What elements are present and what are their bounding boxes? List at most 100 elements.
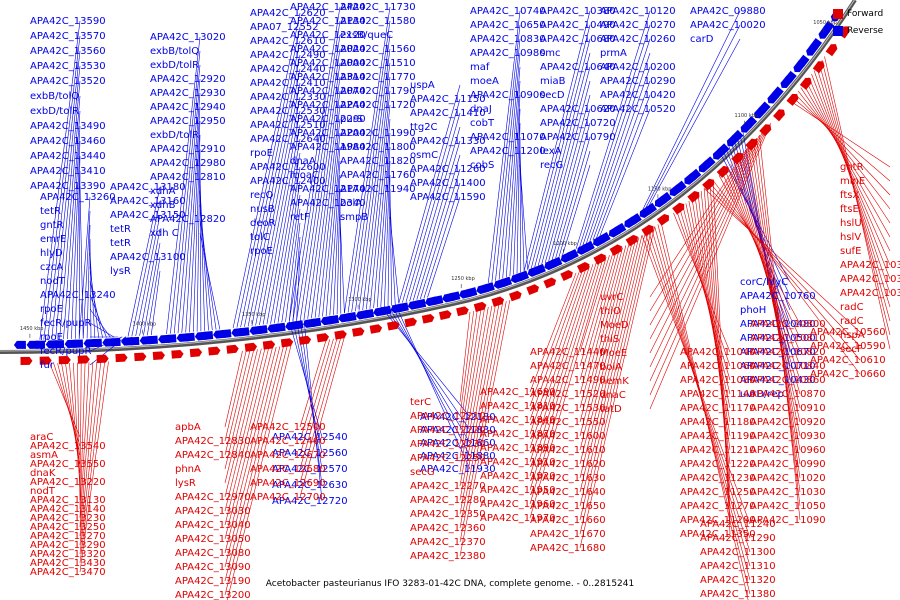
- reverse-gene-label: ttg2C: [410, 122, 438, 133]
- forward-gene-arrow: [96, 354, 109, 364]
- reverse-gene-label: APA42C_12340: [290, 198, 366, 209]
- reverse-gene-label: maf: [470, 62, 490, 73]
- forward-gene-arrow: [609, 244, 622, 256]
- reverse-connector: [127, 186, 161, 337]
- forward-gene-label: APA42C_11920: [480, 471, 556, 482]
- forward-connector: [579, 230, 649, 521]
- reverse-gene-label: APA42C_10640: [540, 62, 616, 73]
- forward-gene-arrow: [473, 301, 487, 312]
- reverse-connector: [387, 305, 471, 444]
- reverse-connector: [147, 256, 161, 336]
- reverse-gene-arrow: [797, 54, 810, 67]
- forward-connector: [459, 311, 471, 403]
- forward-gene-label: APA42C_11230: [680, 473, 756, 484]
- forward-gene-label: APA42C_11680: [530, 543, 606, 554]
- reverse-gene-label: APA42C_12640: [250, 134, 326, 145]
- forward-gene-label: APA42C_11060: [680, 361, 756, 372]
- forward-gene-label: MoeE: [600, 348, 627, 359]
- forward-connector: [703, 188, 861, 333]
- forward-connector: [226, 344, 292, 600]
- reverse-gene-label: APA42C_12560: [272, 448, 348, 459]
- forward-gene-label: hslU: [840, 218, 862, 229]
- forward-gene-label: APA42C_13470: [30, 567, 106, 578]
- reverse-connector: [558, 150, 591, 257]
- reverse-gene-label: moaC: [290, 170, 319, 181]
- forward-gene-label: radC: [840, 316, 864, 327]
- reverse-gene-arrow: [52, 340, 65, 349]
- forward-gene-arrow: [641, 224, 654, 237]
- forward-connector: [79, 362, 86, 519]
- forward-gene-label: APA42C_11840: [480, 415, 556, 426]
- reverse-gene-arrow: [629, 213, 642, 225]
- forward-gene-label: thiO: [600, 306, 621, 317]
- reverse-connector: [232, 12, 301, 329]
- reverse-gene-label: APA42C_11730: [340, 2, 416, 13]
- forward-connector: [299, 339, 327, 428]
- reverse-gene-label: APA42C_13260: [40, 192, 116, 203]
- forward-gene-label: APA42C_12210: [410, 411, 486, 422]
- forward-gene-label: phnA: [175, 464, 201, 475]
- forward-gene-label: APA42C_13090: [175, 562, 251, 573]
- reverse-gene-label: corC/hlyC: [740, 277, 788, 288]
- reverse-gene-arrow: [731, 129, 744, 142]
- forward-connector: [224, 350, 251, 456]
- forward-gene-label: APA42C_11210: [680, 445, 756, 456]
- forward-gene-label: APA42C_11970: [480, 513, 556, 524]
- forward-connector: [299, 336, 345, 498]
- forward-connector: [224, 350, 243, 428]
- forward-gene-arrow: [438, 310, 452, 321]
- reverse-gene-arrow: [771, 86, 784, 99]
- forward-gene-arrow: [262, 340, 276, 350]
- reverse-connector: [314, 104, 341, 318]
- forward-gene-label: APA42C_11910: [480, 457, 556, 468]
- forward-gene-label: APA42C_12830: [175, 436, 251, 447]
- reverse-gene-label: APA42C_13520: [30, 76, 106, 87]
- reverse-connector: [150, 270, 161, 336]
- forward-gene-arrow: [716, 165, 729, 178]
- reverse-gene-label: APA42C_12610: [250, 36, 326, 47]
- forward-gene-label: APA42C_10930: [750, 431, 826, 442]
- forward-gene-label: secG: [410, 467, 435, 478]
- forward-gene-label: hemK: [600, 376, 629, 387]
- forward-gene-label: APA42C_12380: [410, 551, 486, 562]
- reverse-gene-arrow: [644, 202, 658, 215]
- scale-ticks: 1450 kbp 1400 kbp 1350 kbp 1300 kbp 1250 kbp…: [20, 20, 837, 338]
- forward-gene-label: APA42C_11440: [530, 347, 606, 358]
- reverse-gene-label: APA42C_12950: [150, 116, 226, 127]
- reverse-gene-labels: APA42C_13590 APA42C_13570 APA42C_13560 APA4…: [30, 2, 816, 507]
- reverse-connector: [344, 6, 391, 314]
- reverse-gene-label: APA42C_11790: [340, 86, 416, 97]
- forward-connector: [649, 135, 760, 354]
- reverse-gene-label: APA42C_12980: [150, 158, 226, 169]
- reverse-gene-label: uspA: [410, 80, 435, 91]
- forward-connector: [459, 304, 496, 501]
- forward-gene-label: APA42C_13320: [30, 549, 106, 560]
- reverse-gene-arrow: [613, 222, 627, 235]
- reverse-gene-label: nodT: [40, 276, 66, 287]
- forward-gene-label: APA42C_11350: [680, 529, 756, 540]
- reverse-gene-label: cobS: [470, 160, 494, 171]
- reverse-gene-label: exbB/tolQ: [150, 46, 199, 57]
- reverse-gene-label: exbB/tolQ: [30, 91, 79, 102]
- reverse-gene-label: APA42C_12180: [420, 412, 496, 423]
- forward-connector: [459, 308, 482, 445]
- reverse-gene-label: moeA: [470, 76, 499, 87]
- forward-gene-arrow: [672, 202, 685, 215]
- reverse-connector: [530, 38, 591, 269]
- forward-gene-label: APA42C_11950: [480, 485, 556, 496]
- forward-gene-label: APA42C_13200: [175, 590, 251, 600]
- reverse-gene-arrow: [717, 143, 730, 156]
- reverse-connector: [355, 48, 391, 312]
- forward-connector: [299, 337, 342, 484]
- forward-connector: [529, 267, 587, 435]
- forward-gene-arrow: [560, 270, 573, 282]
- forward-gene-label: APA42C_13040: [175, 520, 251, 531]
- reverse-gene-label: APA42C_10710: [740, 361, 816, 372]
- reverse-gene-label: APA42C_10020: [690, 20, 766, 31]
- forward-gene-label: APA42C_13250: [30, 522, 106, 533]
- forward-connector: [579, 245, 627, 423]
- reverse-gene-label: APA42C_12000: [290, 58, 366, 69]
- legend-reverse-label: Reverse: [847, 26, 884, 36]
- reverse-connector: [592, 80, 651, 241]
- reverse-connector: [311, 90, 341, 319]
